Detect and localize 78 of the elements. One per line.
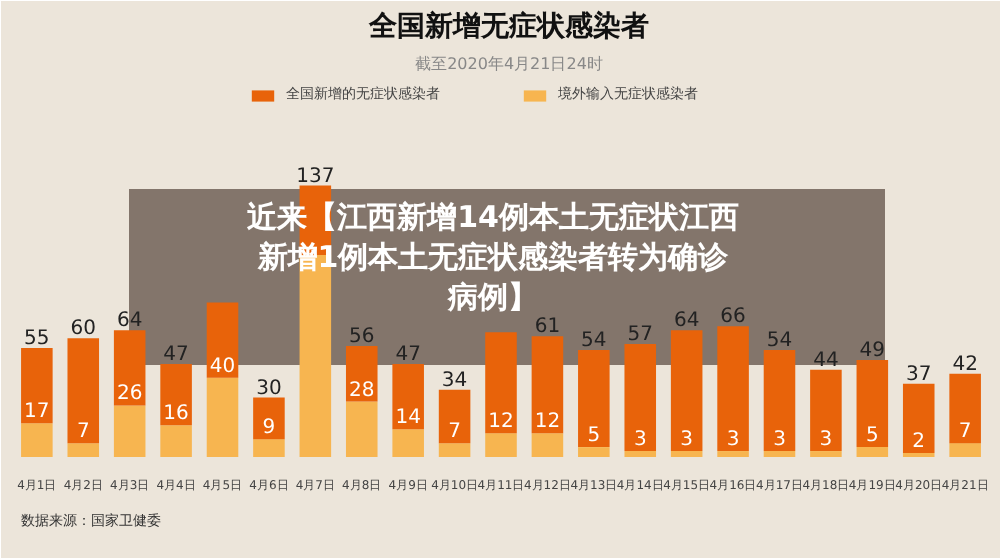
bar	[856, 447, 889, 457]
bar	[763, 451, 796, 457]
data-label: 2	[912, 431, 926, 454]
total-label: 64	[673, 310, 700, 333]
data-label: 5	[865, 425, 879, 448]
total-label: 55	[24, 328, 50, 351]
data-label: 28	[349, 379, 375, 402]
data-label: 9	[262, 417, 276, 440]
bar	[345, 346, 378, 402]
total-label: 54	[581, 330, 607, 353]
bar	[160, 363, 192, 426]
bar	[485, 332, 517, 434]
bar	[21, 348, 53, 424]
bar	[21, 423, 53, 457]
data-label: 7	[76, 421, 90, 444]
chart-subtitle: 截至2020年4月21日24时	[415, 55, 603, 73]
total-label: 137	[296, 165, 335, 188]
data-label: 3	[773, 429, 786, 452]
data-label: 14	[395, 407, 421, 430]
bar	[113, 405, 146, 457]
bar	[438, 443, 471, 457]
bar	[438, 389, 471, 444]
bar	[763, 350, 796, 452]
bar	[624, 451, 657, 457]
bar	[531, 336, 564, 434]
data-label: 7	[448, 421, 461, 444]
data-label: 12	[534, 411, 561, 434]
data-label: 3	[680, 429, 694, 452]
bar	[670, 451, 703, 457]
data-label: 40	[209, 355, 236, 378]
data-label: 16	[163, 403, 189, 426]
bar	[160, 425, 192, 457]
total-label: 34	[441, 369, 468, 392]
bar	[856, 359, 889, 448]
total-label: 49	[859, 339, 886, 362]
total-label: 30	[256, 377, 282, 400]
bar	[253, 397, 285, 440]
bar	[67, 338, 100, 444]
data-label: 3	[633, 429, 647, 452]
chart-title: 全国新增无症状感染者	[367, 9, 649, 43]
bar	[949, 373, 981, 444]
bar	[253, 439, 285, 457]
total-label: 47	[163, 343, 189, 366]
bar	[67, 443, 100, 457]
bar	[392, 429, 424, 457]
bar	[345, 401, 378, 457]
bar	[949, 443, 981, 457]
total-label: 60	[70, 318, 97, 341]
data-label: 3	[726, 429, 740, 452]
total-label: 56	[349, 326, 375, 349]
data-label: 5	[587, 425, 601, 448]
bar	[578, 447, 610, 457]
bar	[810, 451, 842, 457]
bar	[206, 302, 239, 378]
total-label: 47	[395, 343, 421, 366]
total-label: 37	[906, 363, 932, 386]
bar	[717, 326, 749, 452]
total-label: 42	[952, 353, 978, 376]
data-label: 26	[116, 383, 143, 406]
data-label: 3	[819, 429, 833, 452]
data-label: 17	[24, 401, 50, 424]
bar	[624, 344, 657, 452]
bar	[578, 350, 610, 448]
bar	[810, 369, 842, 452]
bar	[206, 377, 239, 457]
bar	[717, 451, 749, 457]
bar	[485, 433, 517, 457]
data-label: 12	[488, 411, 514, 434]
bar	[902, 383, 935, 454]
total-label: 66	[720, 306, 746, 329]
bar	[531, 433, 564, 457]
bar	[392, 363, 424, 430]
data-label: 7	[958, 421, 972, 444]
total-label: 54	[766, 330, 793, 353]
bar	[670, 330, 703, 452]
total-label: 61	[534, 316, 561, 339]
total-label: 57	[627, 324, 653, 347]
bar	[113, 330, 146, 406]
